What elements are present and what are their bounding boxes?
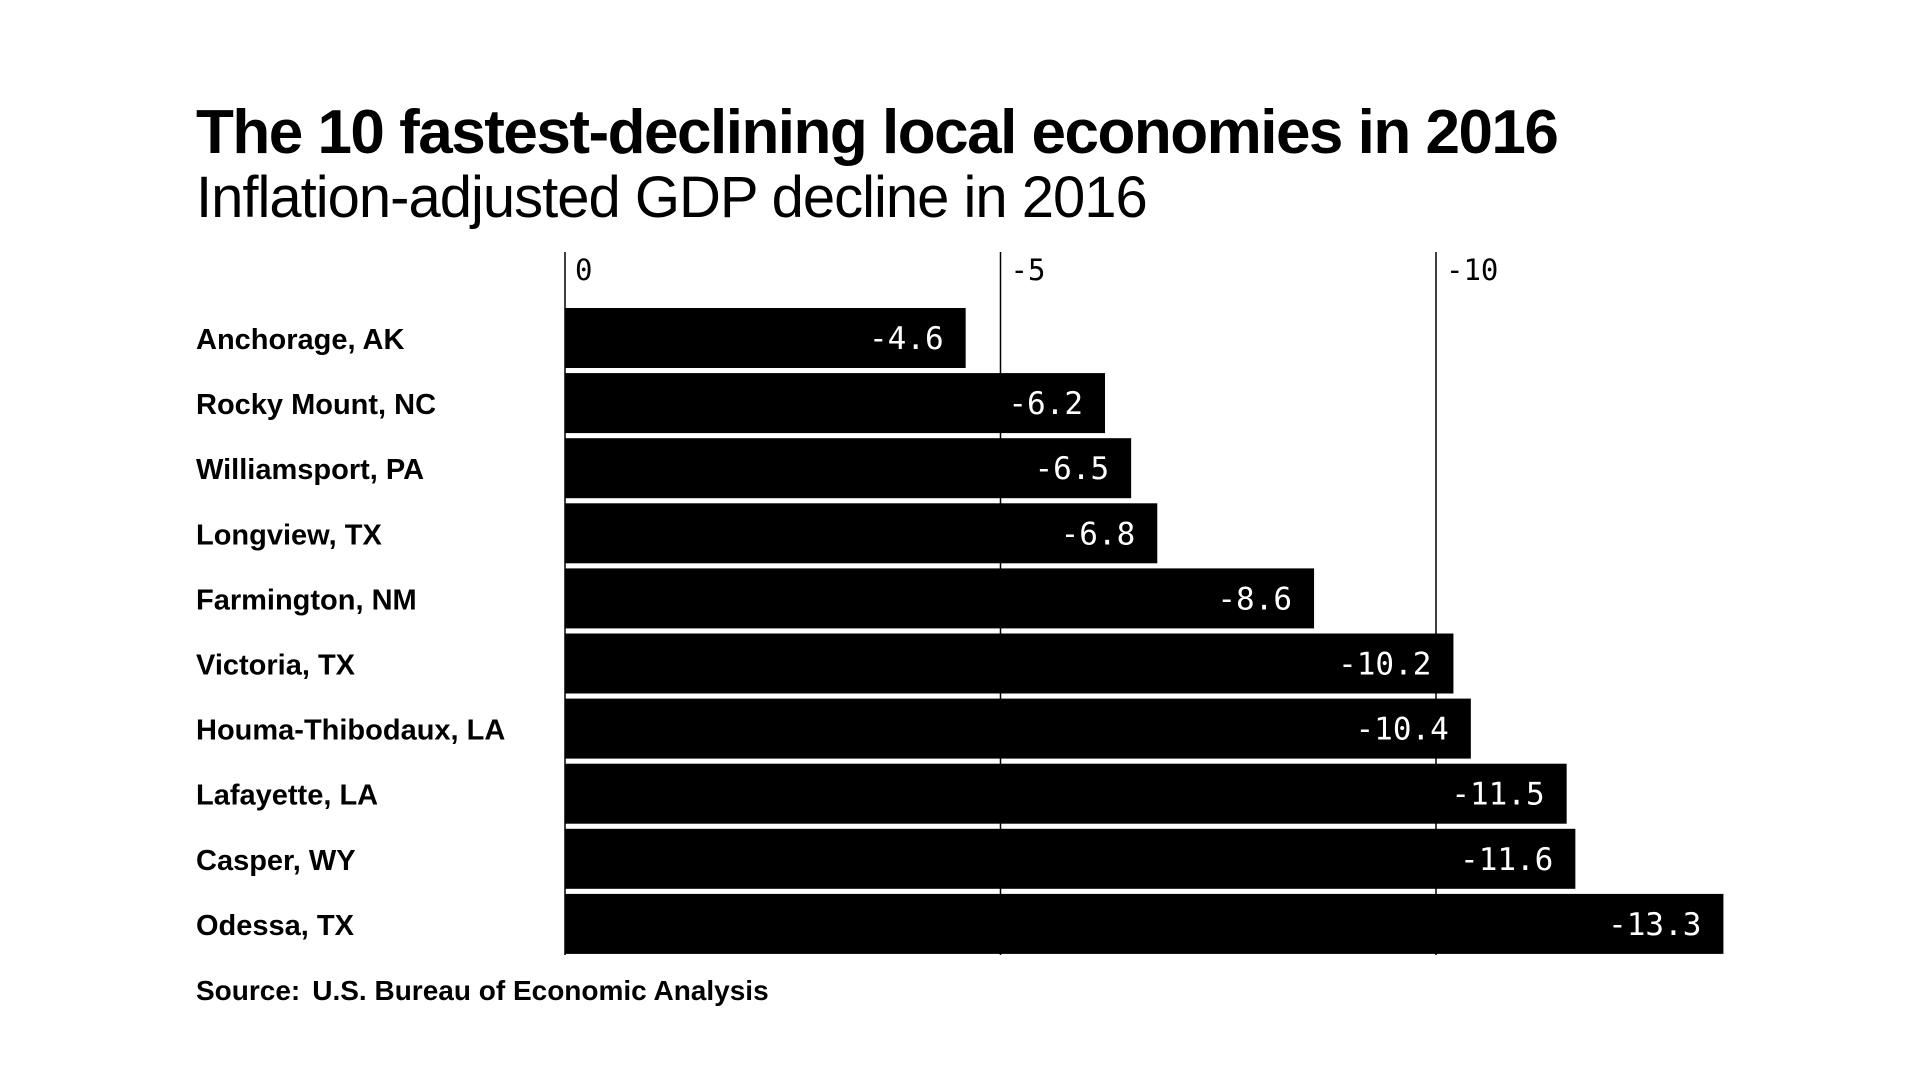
axis-ticks: 0 -5 -10	[575, 253, 1498, 287]
value-label: -4.6	[869, 321, 944, 357]
value-label: -10.4	[1356, 712, 1449, 748]
bar	[565, 893, 1724, 954]
value-label: -11.5	[1451, 777, 1544, 813]
chart-subtitle: Inflation-adjusted GDP decline in 2016	[196, 165, 1148, 230]
bar	[565, 373, 1106, 434]
category-label: Lafayette, LA	[196, 780, 378, 812]
chart-title: The 10 fastest-declining local economies…	[196, 98, 1559, 167]
source-label: Source:	[196, 975, 301, 1006]
tick-label: -5	[1011, 253, 1046, 287]
value-label: -6.2	[1008, 386, 1083, 422]
value-label: -6.5	[1034, 451, 1109, 487]
bar	[565, 568, 1315, 629]
bars	[565, 308, 1724, 954]
category-label: Houma-Thibodaux, LA	[196, 715, 505, 747]
bar	[565, 503, 1158, 564]
category-label: Odessa, TX	[196, 910, 355, 942]
bar	[565, 308, 966, 368]
source-note: Source: U.S. Bureau of Economic Analysis	[196, 975, 769, 1007]
value-label: -8.6	[1217, 581, 1292, 617]
category-label: Williamsport, PA	[196, 454, 424, 486]
value-label: -10.2	[1338, 647, 1431, 683]
value-label: -11.6	[1460, 842, 1553, 878]
category-label: Farmington, NM	[196, 584, 417, 616]
tick-label: 0	[575, 253, 592, 287]
value-label: -13.3	[1608, 907, 1701, 943]
source-text: U.S. Bureau of Economic Analysis	[312, 975, 769, 1006]
value-labels: -4.6 -6.2 -6.5 -6.8 -8.6 -10.2 -10.4-11.5 -11.6…	[869, 321, 1701, 943]
category-label: Rocky Mount, NC	[196, 389, 436, 421]
bar	[565, 438, 1132, 499]
category-labels: Anchorage, AK Rocky Mount, NC Williamsport…	[196, 324, 505, 942]
category-label: Anchorage, AK	[196, 324, 404, 356]
category-label: Longview, TX	[196, 519, 382, 551]
bar	[565, 828, 1576, 889]
tick-label: -10	[1446, 253, 1498, 287]
value-label: -6.8	[1061, 516, 1136, 552]
bar	[565, 633, 1454, 694]
bar	[565, 763, 1567, 824]
bar	[565, 698, 1471, 759]
category-label: Victoria, TX	[196, 650, 356, 682]
category-label: Casper, WY	[196, 845, 356, 877]
